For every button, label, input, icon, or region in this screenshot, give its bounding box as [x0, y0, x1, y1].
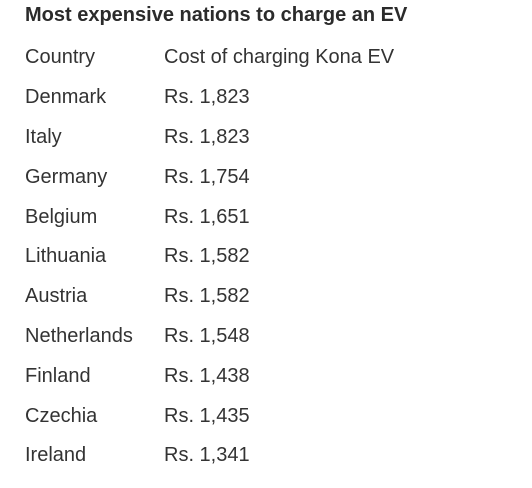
- table-row: Ireland Rs. 1,341: [25, 436, 464, 476]
- header-country: Country: [25, 46, 96, 69]
- table-title: Most expensive nations to charge an EV: [25, 4, 408, 26]
- country-cell: Ireland: [25, 444, 87, 467]
- table-row: Netherlands Rs. 1,548: [25, 317, 464, 357]
- table-row: Austria Rs. 1,582: [25, 277, 464, 317]
- cost-cell: Rs. 1,651: [164, 205, 250, 228]
- cost-cell: Rs. 1,823: [164, 125, 250, 148]
- cost-cell: Rs. 1,823: [164, 86, 250, 109]
- cost-cell: Rs. 1,548: [164, 324, 250, 347]
- country-cell: Lithuania: [25, 245, 107, 268]
- country-cell: Belgium: [25, 205, 98, 228]
- country-cell: Germany: [25, 165, 108, 188]
- country-cell: Italy: [25, 125, 62, 148]
- table-row: Czechia Rs. 1,435: [25, 396, 464, 436]
- cost-cell: Rs. 1,438: [164, 364, 250, 387]
- cost-cell: Rs. 1,582: [164, 245, 250, 268]
- table-row: Italy Rs. 1,823: [25, 118, 464, 158]
- country-cell: Austria: [25, 285, 88, 308]
- table-row: Finland Rs. 1,438: [25, 356, 464, 396]
- cost-cell: Rs. 1,435: [164, 404, 250, 427]
- table-row: Germany Rs. 1,754: [25, 157, 464, 197]
- table-row: Belgium Rs. 1,651: [25, 197, 464, 237]
- charging-cost-table: Country Cost of charging Kona EV Denmark…: [25, 38, 464, 476]
- table-row: Lithuania Rs. 1,582: [25, 237, 464, 277]
- country-cell: Finland: [25, 364, 91, 387]
- cost-cell: Rs. 1,341: [164, 444, 250, 467]
- header-cost: Cost of charging Kona EV: [164, 46, 395, 69]
- cost-cell: Rs. 1,754: [164, 165, 250, 188]
- country-cell: Netherlands: [25, 324, 133, 347]
- cost-cell: Rs. 1,582: [164, 285, 250, 308]
- table-header-row: Country Cost of charging Kona EV: [25, 38, 464, 78]
- country-cell: Denmark: [25, 86, 107, 109]
- country-cell: Czechia: [25, 404, 98, 427]
- table-row: Denmark Rs. 1,823: [25, 78, 464, 118]
